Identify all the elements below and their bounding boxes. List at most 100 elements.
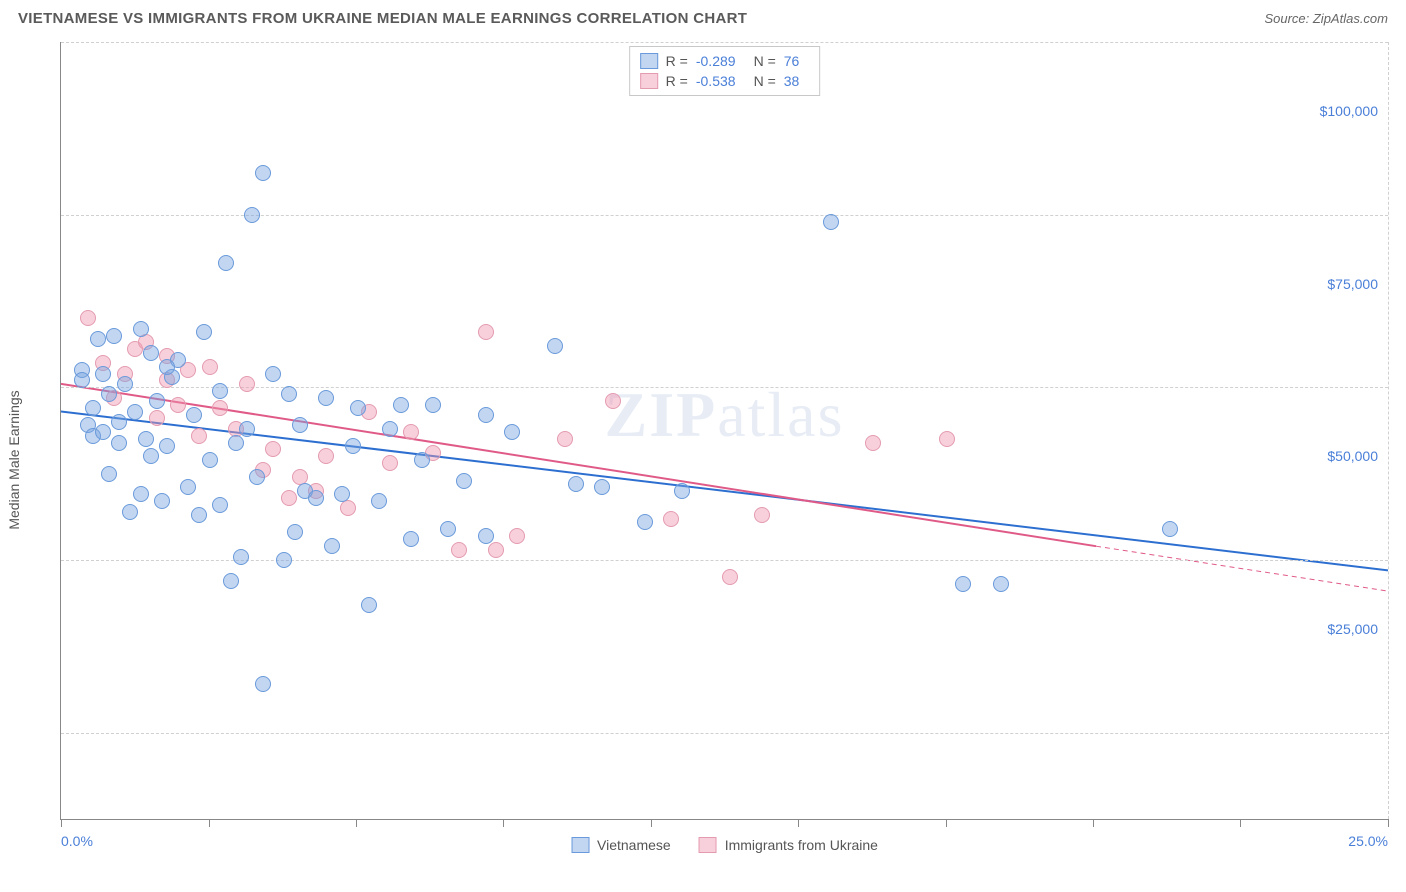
data-point-vietnamese — [90, 331, 106, 347]
data-point-vietnamese — [281, 386, 297, 402]
x-tick — [1240, 819, 1241, 827]
data-point-vietnamese — [202, 452, 218, 468]
data-point-vietnamese — [186, 407, 202, 423]
x-tick — [503, 819, 504, 827]
data-point-vietnamese — [255, 676, 271, 692]
x-tick — [209, 819, 210, 827]
legend-label-ukraine: Immigrants from Ukraine — [725, 837, 878, 853]
r-value-vietnamese: -0.289 — [696, 53, 736, 69]
data-point-vietnamese — [212, 497, 228, 513]
stats-legend: R = -0.289 N = 76 R = -0.538 N = 38 — [629, 46, 821, 96]
data-point-vietnamese — [674, 483, 690, 499]
data-point-vietnamese — [143, 448, 159, 464]
y-tick-label: $25,000 — [1327, 621, 1378, 637]
data-point-vietnamese — [345, 438, 361, 454]
data-point-vietnamese — [478, 528, 494, 544]
data-point-ukraine — [212, 400, 228, 416]
data-point-vietnamese — [154, 493, 170, 509]
data-point-vietnamese — [547, 338, 563, 354]
x-tick-label: 0.0% — [61, 833, 93, 849]
data-point-vietnamese — [85, 400, 101, 416]
data-point-ukraine — [281, 490, 297, 506]
x-tick-label: 25.0% — [1348, 833, 1388, 849]
data-point-ukraine — [754, 507, 770, 523]
data-point-ukraine — [722, 569, 738, 585]
data-point-vietnamese — [276, 552, 292, 568]
data-point-ukraine — [318, 448, 334, 464]
data-point-vietnamese — [106, 328, 122, 344]
swatch-ukraine — [640, 73, 658, 89]
data-point-vietnamese — [249, 469, 265, 485]
data-point-vietnamese — [117, 376, 133, 392]
data-point-vietnamese — [255, 165, 271, 181]
data-point-ukraine — [865, 435, 881, 451]
data-point-vietnamese — [149, 393, 165, 409]
data-point-vietnamese — [361, 597, 377, 613]
chart-title: VIETNAMESE VS IMMIGRANTS FROM UKRAINE ME… — [18, 10, 747, 27]
data-point-vietnamese — [318, 390, 334, 406]
data-point-vietnamese — [350, 400, 366, 416]
n-value-ukraine: 38 — [784, 73, 800, 89]
x-tick — [651, 819, 652, 827]
data-point-vietnamese — [1162, 521, 1178, 537]
data-point-vietnamese — [180, 479, 196, 495]
data-point-ukraine — [265, 441, 281, 457]
data-point-vietnamese — [218, 255, 234, 271]
chart-container: Median Male Earnings ZIPatlas R = -0.289… — [18, 42, 1388, 862]
data-point-vietnamese — [425, 397, 441, 413]
data-point-vietnamese — [292, 417, 308, 433]
data-point-vietnamese — [138, 431, 154, 447]
data-point-ukraine — [557, 431, 573, 447]
x-tick — [1093, 819, 1094, 827]
data-point-ukraine — [191, 428, 207, 444]
data-point-vietnamese — [382, 421, 398, 437]
data-point-vietnamese — [111, 414, 127, 430]
gridline-h — [61, 560, 1388, 561]
data-point-ukraine — [340, 500, 356, 516]
data-point-vietnamese — [228, 435, 244, 451]
data-point-ukraine — [239, 376, 255, 392]
data-point-ukraine — [451, 542, 467, 558]
data-point-vietnamese — [287, 524, 303, 540]
data-point-vietnamese — [371, 493, 387, 509]
legend-item-vietnamese: Vietnamese — [571, 837, 671, 853]
data-point-vietnamese — [324, 538, 340, 554]
data-point-vietnamese — [127, 404, 143, 420]
data-point-vietnamese — [122, 504, 138, 520]
data-point-vietnamese — [101, 466, 117, 482]
data-point-ukraine — [202, 359, 218, 375]
data-point-ukraine — [149, 410, 165, 426]
y-tick-label: $100,000 — [1320, 103, 1378, 119]
swatch-ukraine — [699, 837, 717, 853]
x-tick — [61, 819, 62, 827]
data-point-ukraine — [509, 528, 525, 544]
data-point-vietnamese — [414, 452, 430, 468]
data-point-ukraine — [939, 431, 955, 447]
gridline-v — [1388, 42, 1389, 819]
data-point-ukraine — [80, 310, 96, 326]
stats-row-vietnamese: R = -0.289 N = 76 — [640, 51, 810, 71]
data-point-vietnamese — [223, 573, 239, 589]
stats-row-ukraine: R = -0.538 N = 38 — [640, 71, 810, 91]
data-point-ukraine — [403, 424, 419, 440]
y-axis-label: Median Male Earnings — [6, 390, 22, 529]
data-point-vietnamese — [440, 521, 456, 537]
n-label: N = — [754, 53, 776, 69]
data-point-vietnamese — [239, 421, 255, 437]
y-tick-label: $50,000 — [1327, 448, 1378, 464]
r-label: R = — [666, 73, 688, 89]
data-point-ukraine — [170, 397, 186, 413]
data-point-ukraine — [478, 324, 494, 340]
data-point-vietnamese — [133, 486, 149, 502]
x-tick — [356, 819, 357, 827]
n-label: N = — [754, 73, 776, 89]
data-point-vietnamese — [637, 514, 653, 530]
data-point-vietnamese — [568, 476, 584, 492]
y-tick-label: $75,000 — [1327, 276, 1378, 292]
data-point-vietnamese — [955, 576, 971, 592]
x-tick — [1388, 819, 1389, 827]
data-point-vietnamese — [504, 424, 520, 440]
data-point-vietnamese — [403, 531, 419, 547]
gridline-h — [61, 733, 1388, 734]
series-legend: Vietnamese Immigrants from Ukraine — [571, 837, 878, 853]
